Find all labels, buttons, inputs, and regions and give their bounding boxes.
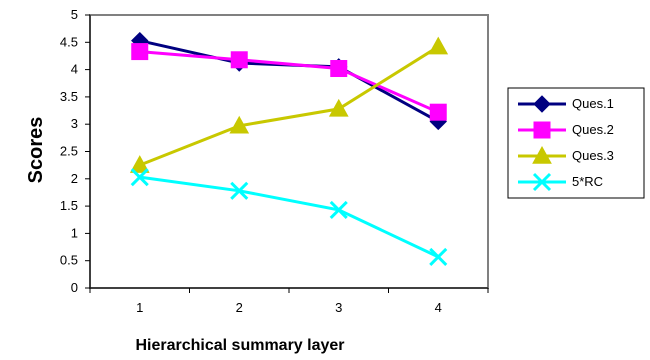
- legend-marker: [533, 121, 551, 139]
- legend-label: Ques.2: [572, 122, 614, 137]
- x-tick-label: 2: [236, 300, 243, 315]
- data-point: [429, 247, 448, 266]
- y-tick-label: 1.5: [60, 198, 78, 213]
- data-point: [328, 98, 349, 117]
- data-point: [130, 168, 149, 187]
- marker-stroke: [429, 247, 448, 266]
- legend-marker: [532, 145, 552, 164]
- series-5-rc: [130, 168, 448, 266]
- y-tick-label: 2.5: [60, 144, 78, 159]
- series-line: [139, 39, 439, 123]
- legend-item: Ques.3: [518, 145, 614, 164]
- y-tick-label: 2: [71, 171, 78, 186]
- legend-item: 5*RC: [518, 172, 603, 192]
- y-tick-label: 5: [71, 7, 78, 22]
- y-tick-label: 0: [71, 280, 78, 295]
- data-point: [428, 36, 449, 55]
- legend-label: 5*RC: [572, 174, 603, 189]
- x-tick-label: 1: [136, 300, 143, 315]
- data-point: [129, 155, 150, 173]
- x-tick-label: 3: [335, 300, 342, 315]
- series-ques-1: [131, 31, 447, 131]
- data-point: [230, 51, 248, 69]
- legend-box: [507, 87, 645, 199]
- data-point: [429, 103, 447, 121]
- data-point: [230, 181, 249, 200]
- legend-item: Ques.2: [518, 121, 614, 139]
- y-tick-label: 3: [71, 116, 78, 131]
- legend-item: Ques.1: [518, 95, 614, 113]
- series-ques-3: [129, 36, 449, 173]
- y-tick-label: 4.5: [60, 34, 78, 49]
- x-tick-label: 4: [435, 300, 442, 315]
- marker-stroke: [230, 181, 249, 200]
- marker-stroke: [329, 200, 348, 219]
- data-point: [131, 43, 149, 61]
- data-point: [330, 60, 348, 78]
- x-axis-title: Hierarchical summary layer: [135, 337, 344, 354]
- plot-area: [89, 14, 489, 289]
- legend-marker: [533, 95, 551, 113]
- y-tick-label: 4: [71, 62, 78, 77]
- series-line: [139, 45, 440, 167]
- data-point: [329, 200, 348, 219]
- marker-stroke: [532, 172, 552, 192]
- data-point: [229, 115, 250, 134]
- series-ques-2: [131, 43, 447, 121]
- series-line: [139, 50, 439, 114]
- legend-label: Ques.1: [572, 96, 614, 111]
- y-tick-label: 0.5: [60, 253, 78, 268]
- legend-marker: [532, 172, 552, 192]
- legend-label: Ques.3: [572, 148, 614, 163]
- y-tick-label: 3.5: [60, 89, 78, 104]
- marker-stroke: [130, 168, 149, 187]
- y-tick-label: 1: [71, 225, 78, 240]
- series-line: [139, 175, 439, 259]
- y-axis-title: Scores: [25, 117, 47, 184]
